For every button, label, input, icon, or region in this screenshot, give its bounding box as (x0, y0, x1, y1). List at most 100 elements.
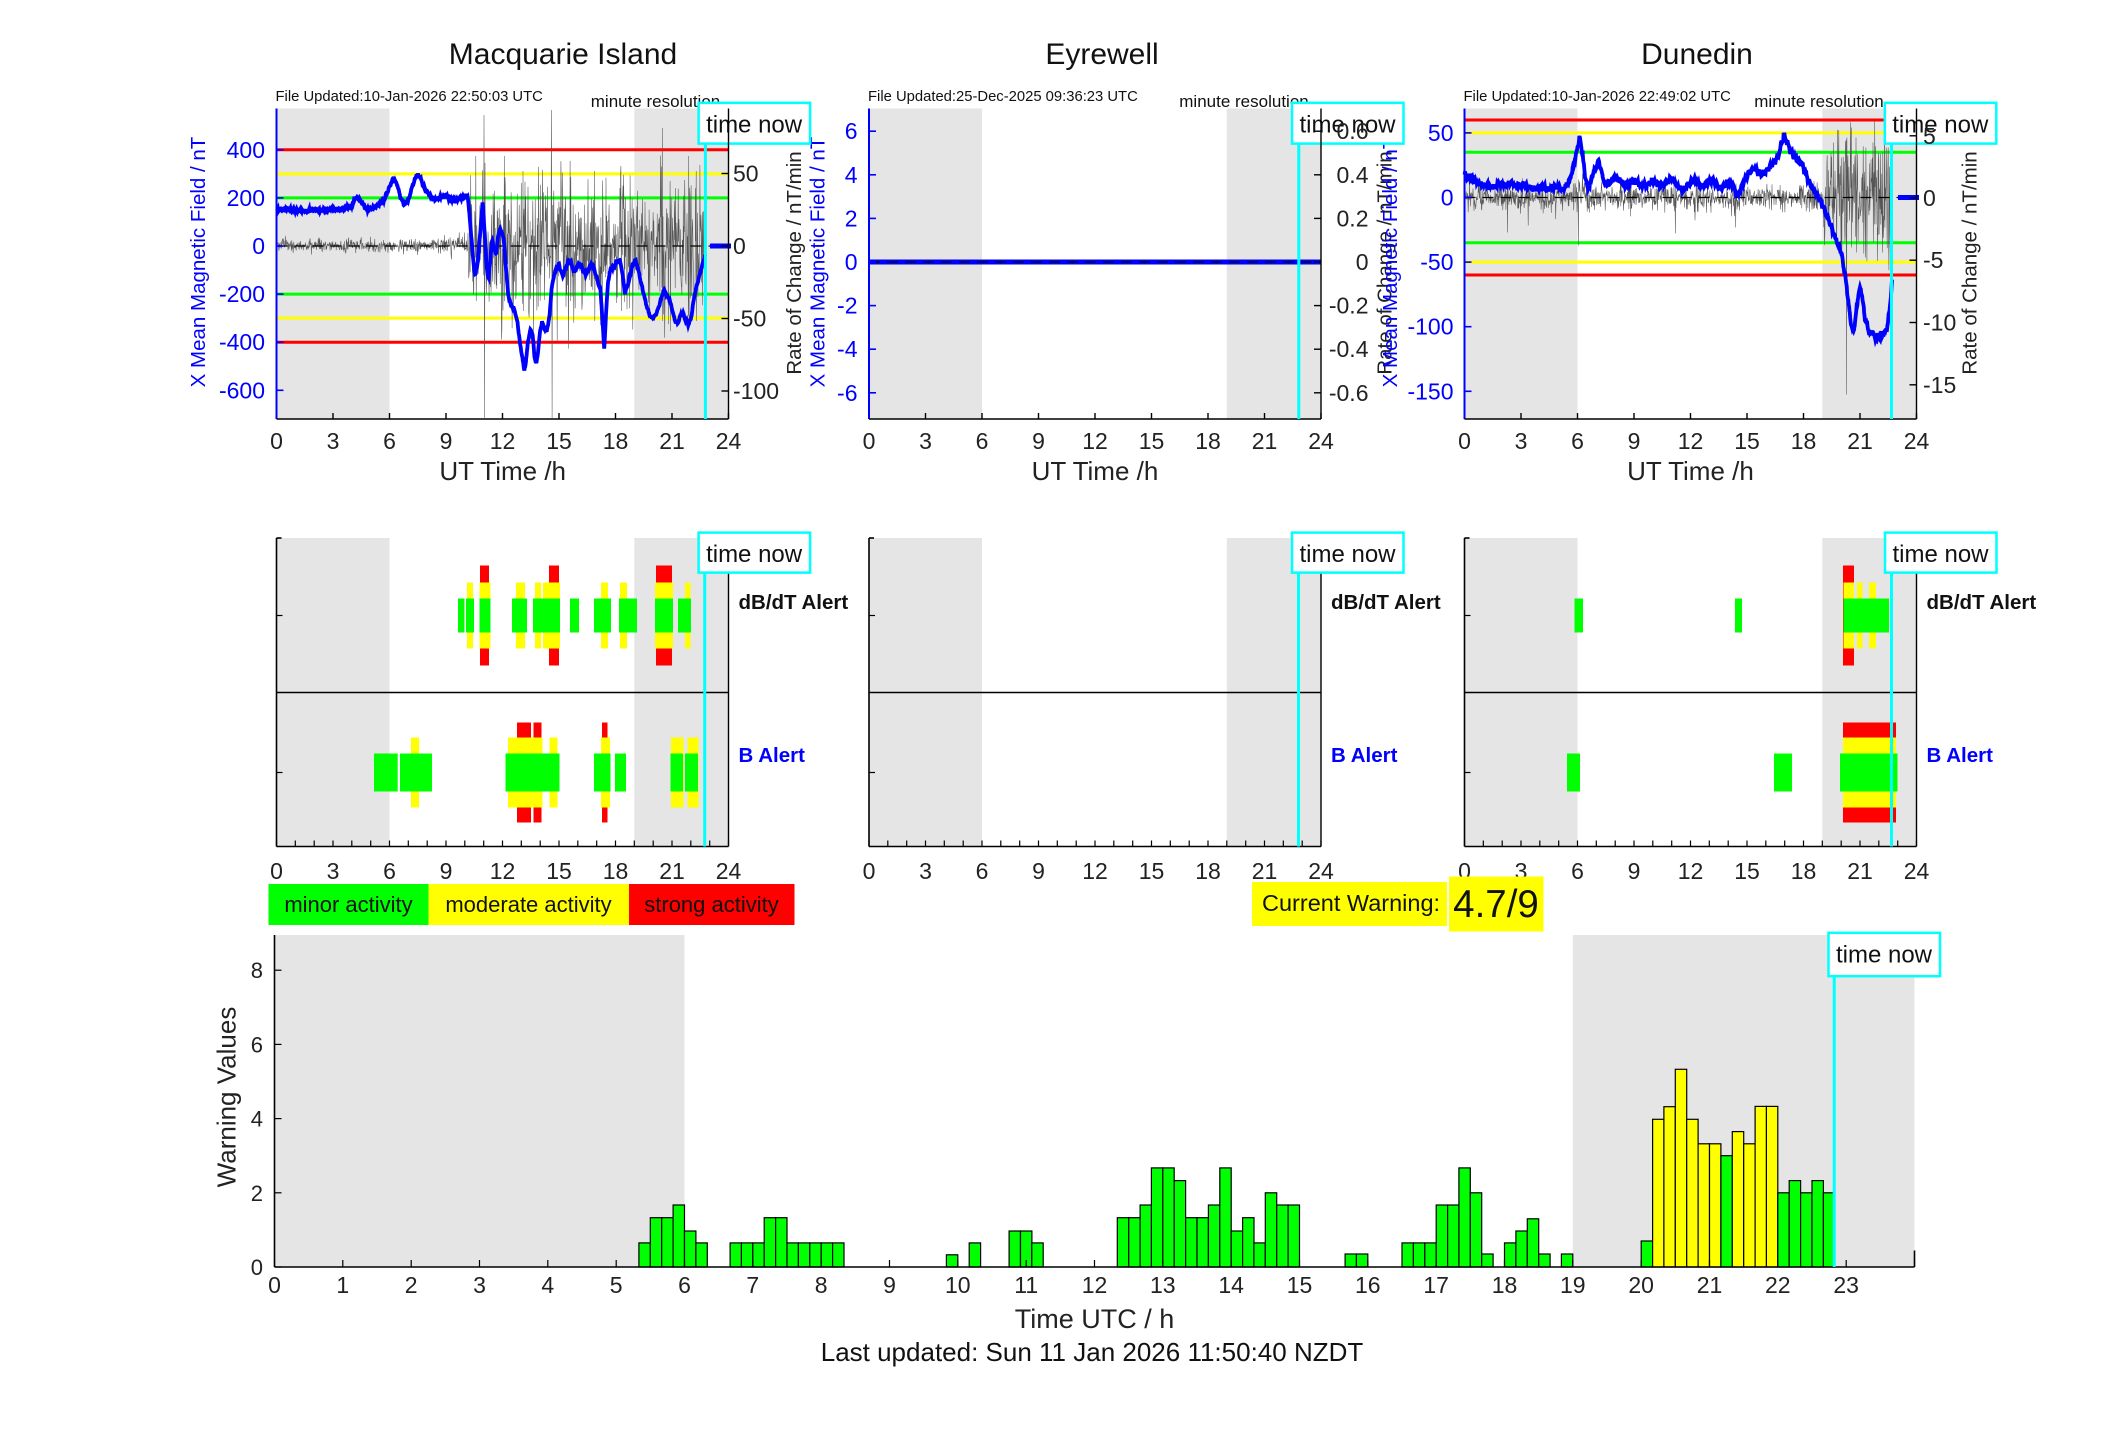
svg-text:50: 50 (1428, 120, 1454, 146)
svg-text:0: 0 (268, 1272, 281, 1298)
svg-text:18: 18 (1791, 858, 1817, 884)
svg-text:-400: -400 (219, 329, 265, 355)
svg-text:4.7/9: 4.7/9 (1453, 883, 1539, 926)
svg-text:14: 14 (1218, 1272, 1244, 1298)
svg-text:15: 15 (1139, 858, 1165, 884)
svg-text:21: 21 (659, 428, 685, 454)
svg-text:21: 21 (1847, 858, 1873, 884)
svg-text:Macquarie Island: Macquarie Island (449, 38, 677, 71)
svg-text:time now: time now (1836, 941, 1933, 968)
svg-text:21: 21 (1252, 858, 1278, 884)
svg-text:UT Time /h: UT Time /h (439, 456, 566, 486)
svg-text:15: 15 (1139, 428, 1165, 454)
svg-text:23: 23 (1833, 1272, 1859, 1298)
svg-text:-50: -50 (1420, 249, 1453, 275)
svg-text:4: 4 (845, 162, 858, 188)
svg-text:20: 20 (1628, 1272, 1654, 1298)
svg-text:minute resolution: minute resolution (1754, 92, 1883, 111)
svg-text:time now: time now (1892, 111, 1989, 138)
svg-text:9: 9 (1628, 428, 1641, 454)
svg-text:18: 18 (603, 428, 629, 454)
svg-text:0: 0 (270, 858, 283, 884)
svg-text:6: 6 (976, 858, 989, 884)
svg-text:15: 15 (1287, 1272, 1313, 1298)
svg-text:9: 9 (440, 858, 453, 884)
svg-text:0.4: 0.4 (1337, 162, 1369, 188)
svg-text:minute resolution: minute resolution (591, 92, 720, 111)
svg-text:18: 18 (1195, 428, 1221, 454)
svg-text:24: 24 (716, 428, 742, 454)
svg-text:12: 12 (1082, 428, 1108, 454)
svg-text:0: 0 (863, 428, 876, 454)
svg-text:12: 12 (490, 858, 516, 884)
svg-text:0: 0 (845, 249, 858, 275)
svg-text:8: 8 (815, 1272, 828, 1298)
svg-text:Dunedin: Dunedin (1641, 38, 1753, 71)
svg-text:9: 9 (440, 428, 453, 454)
svg-text:50: 50 (733, 161, 759, 187)
svg-text:400: 400 (227, 137, 265, 163)
svg-text:3: 3 (327, 858, 340, 884)
svg-text:6: 6 (678, 1272, 691, 1298)
svg-text:UT Time /h: UT Time /h (1627, 456, 1754, 486)
svg-text:15: 15 (1734, 858, 1760, 884)
svg-text:18: 18 (1195, 858, 1221, 884)
svg-text:5: 5 (1923, 123, 1936, 149)
svg-text:21: 21 (1847, 428, 1873, 454)
svg-text:-100: -100 (733, 378, 779, 404)
svg-text:2: 2 (405, 1272, 418, 1298)
svg-text:B Alert: B Alert (1927, 744, 1994, 767)
svg-text:minor activity: minor activity (284, 892, 412, 917)
svg-text:File Updated:10-Jan-2026 22:50: File Updated:10-Jan-2026 22:50:03 UTC (276, 89, 544, 105)
svg-text:2: 2 (251, 1181, 263, 1206)
svg-text:9: 9 (1628, 858, 1641, 884)
svg-text:0.6: 0.6 (1337, 118, 1369, 144)
svg-text:moderate activity: moderate activity (445, 892, 611, 917)
svg-text:File Updated:25-Dec-2025 09:36: File Updated:25-Dec-2025 09:36:23 UTC (868, 89, 1138, 105)
svg-text:3: 3 (1515, 428, 1528, 454)
svg-text:24: 24 (716, 858, 742, 884)
svg-text:-50: -50 (733, 306, 766, 332)
svg-text:8: 8 (251, 958, 263, 983)
svg-text:6: 6 (1571, 858, 1584, 884)
svg-text:9: 9 (1032, 858, 1045, 884)
svg-text:17: 17 (1423, 1272, 1449, 1298)
svg-text:12: 12 (490, 428, 516, 454)
svg-text:3: 3 (919, 428, 932, 454)
svg-text:24: 24 (1904, 428, 1930, 454)
svg-text:time now: time now (706, 111, 803, 138)
svg-text:12: 12 (1082, 1272, 1108, 1298)
svg-text:-4: -4 (837, 336, 858, 362)
svg-text:6: 6 (845, 118, 858, 144)
svg-text:21: 21 (1252, 428, 1278, 454)
svg-text:Current Warning:: Current Warning: (1262, 890, 1440, 916)
svg-text:B Alert: B Alert (739, 744, 806, 767)
svg-text:strong activity: strong activity (644, 892, 779, 917)
svg-text:Rate of Change / nT/min: Rate of Change / nT/min (1959, 151, 1982, 374)
svg-text:19: 19 (1560, 1272, 1586, 1298)
svg-text:B Alert: B Alert (1331, 744, 1398, 767)
svg-text:-5: -5 (1923, 247, 1943, 273)
svg-text:0: 0 (1923, 185, 1936, 211)
svg-text:12: 12 (1678, 428, 1704, 454)
svg-text:1: 1 (336, 1272, 349, 1298)
svg-text:Eyrewell: Eyrewell (1045, 38, 1158, 71)
svg-text:3: 3 (327, 428, 340, 454)
svg-text:4: 4 (251, 1107, 263, 1132)
svg-text:dB/dT Alert: dB/dT Alert (1927, 591, 2037, 614)
svg-text:Rate of Change / nT/min: Rate of Change / nT/min (1374, 151, 1397, 374)
svg-text:16: 16 (1355, 1272, 1381, 1298)
svg-text:dB/dT Alert: dB/dT Alert (1331, 591, 1441, 614)
svg-text:13: 13 (1150, 1272, 1176, 1298)
svg-text:0: 0 (1441, 185, 1454, 211)
svg-text:9: 9 (883, 1272, 896, 1298)
svg-text:5: 5 (610, 1272, 623, 1298)
svg-text:21: 21 (659, 858, 685, 884)
svg-text:0: 0 (270, 428, 283, 454)
svg-text:7: 7 (746, 1272, 759, 1298)
svg-text:-600: -600 (219, 377, 265, 403)
svg-text:X Mean Magnetic Field / nT: X Mean Magnetic Field / nT (1379, 136, 1402, 387)
svg-text:3: 3 (919, 858, 932, 884)
svg-text:-150: -150 (1407, 378, 1453, 404)
svg-text:-10: -10 (1923, 310, 1956, 336)
